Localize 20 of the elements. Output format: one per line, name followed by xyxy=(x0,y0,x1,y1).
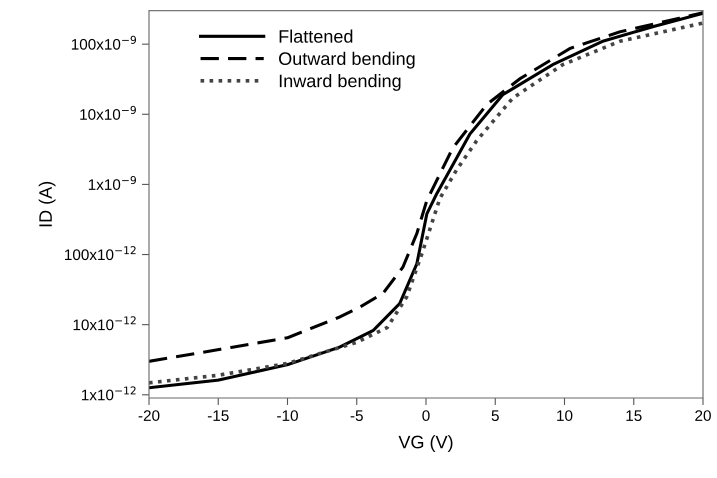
y-tick-label: 100x10$^{−9}$ xyxy=(72,36,136,50)
y-tick-label: 1x10$^{−9}$ xyxy=(88,176,136,190)
x-tick-label: -5 xyxy=(350,410,363,422)
legend-label: Inward bending xyxy=(280,74,400,91)
y-tick-label: 1x10$^{−12}$ xyxy=(82,386,136,400)
x-tick-label: -15 xyxy=(208,410,229,422)
x-tick-label: 5 xyxy=(492,410,499,422)
x-tick-label: 20 xyxy=(695,410,711,422)
y-tick-label: 100x10$^{−12}$ xyxy=(65,246,136,260)
x-tick-label: -20 xyxy=(138,410,160,422)
legend-label: Outward bending xyxy=(279,52,415,69)
x-tick-label: 10 xyxy=(557,410,572,422)
x-axis-title: VG (V) xyxy=(398,435,452,452)
x-tick-label: 0 xyxy=(422,410,430,422)
legend-label: Flattened xyxy=(280,30,352,43)
y-axis-title: ID (A) xyxy=(38,182,56,226)
x-tick-label: -10 xyxy=(277,410,298,422)
y-tick-label: 10x10$^{−9}$ xyxy=(80,106,136,120)
y-tick-label: 10x10$^{−12}$ xyxy=(74,316,136,330)
x-tick-label: 15 xyxy=(626,410,642,422)
